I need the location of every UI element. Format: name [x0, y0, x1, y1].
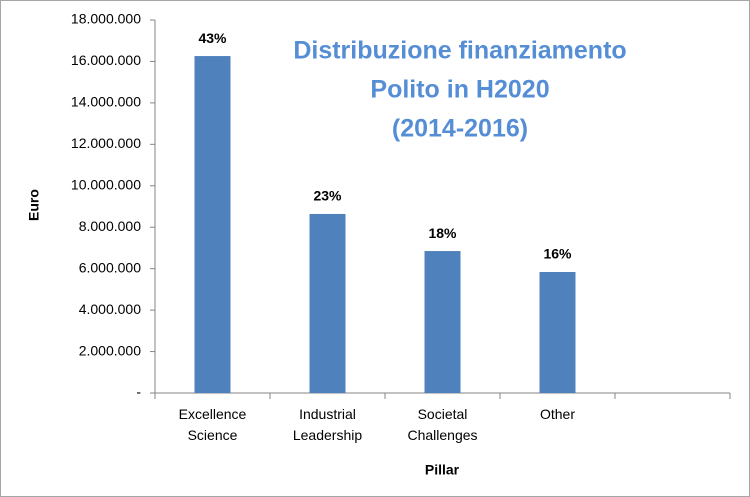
x-tick-label: Industrial Leadership	[293, 406, 362, 443]
bar	[539, 271, 576, 393]
x-axis-label: Pillar	[425, 462, 460, 478]
chart-title: Distribuzione finanziamento	[293, 37, 626, 65]
data-label: 18%	[428, 225, 457, 241]
x-tick-label: Excellence Science	[179, 406, 247, 443]
data-label: 16%	[543, 246, 572, 262]
y-tick-label: 4.000.000	[79, 301, 141, 317]
x-tick-label: Other	[540, 406, 575, 422]
data-label: 23%	[313, 188, 342, 204]
y-tick-label: 18.000.000	[71, 11, 141, 27]
y-tick-label: 6.000.000	[79, 259, 141, 275]
y-tick-label: 2.000.000	[79, 342, 141, 358]
bar	[194, 56, 231, 393]
y-axis-label: Euro	[26, 189, 42, 221]
bar	[309, 213, 346, 393]
data-label: 43%	[198, 30, 227, 46]
y-tick-label: 14.000.000	[71, 94, 141, 110]
chart-title: (2014-2016)	[392, 115, 528, 143]
chart-title: Polito in H2020	[370, 76, 549, 104]
y-tick-label: 12.000.000	[71, 135, 141, 151]
y-tick-label: -	[136, 384, 141, 400]
x-tick-label: Societal Challenges	[407, 406, 477, 443]
y-tick-label: 16.000.000	[71, 52, 141, 68]
y-tick-label: 10.000.000	[71, 176, 141, 192]
y-tick-label: 8.000.000	[79, 218, 141, 234]
bar	[424, 251, 461, 393]
